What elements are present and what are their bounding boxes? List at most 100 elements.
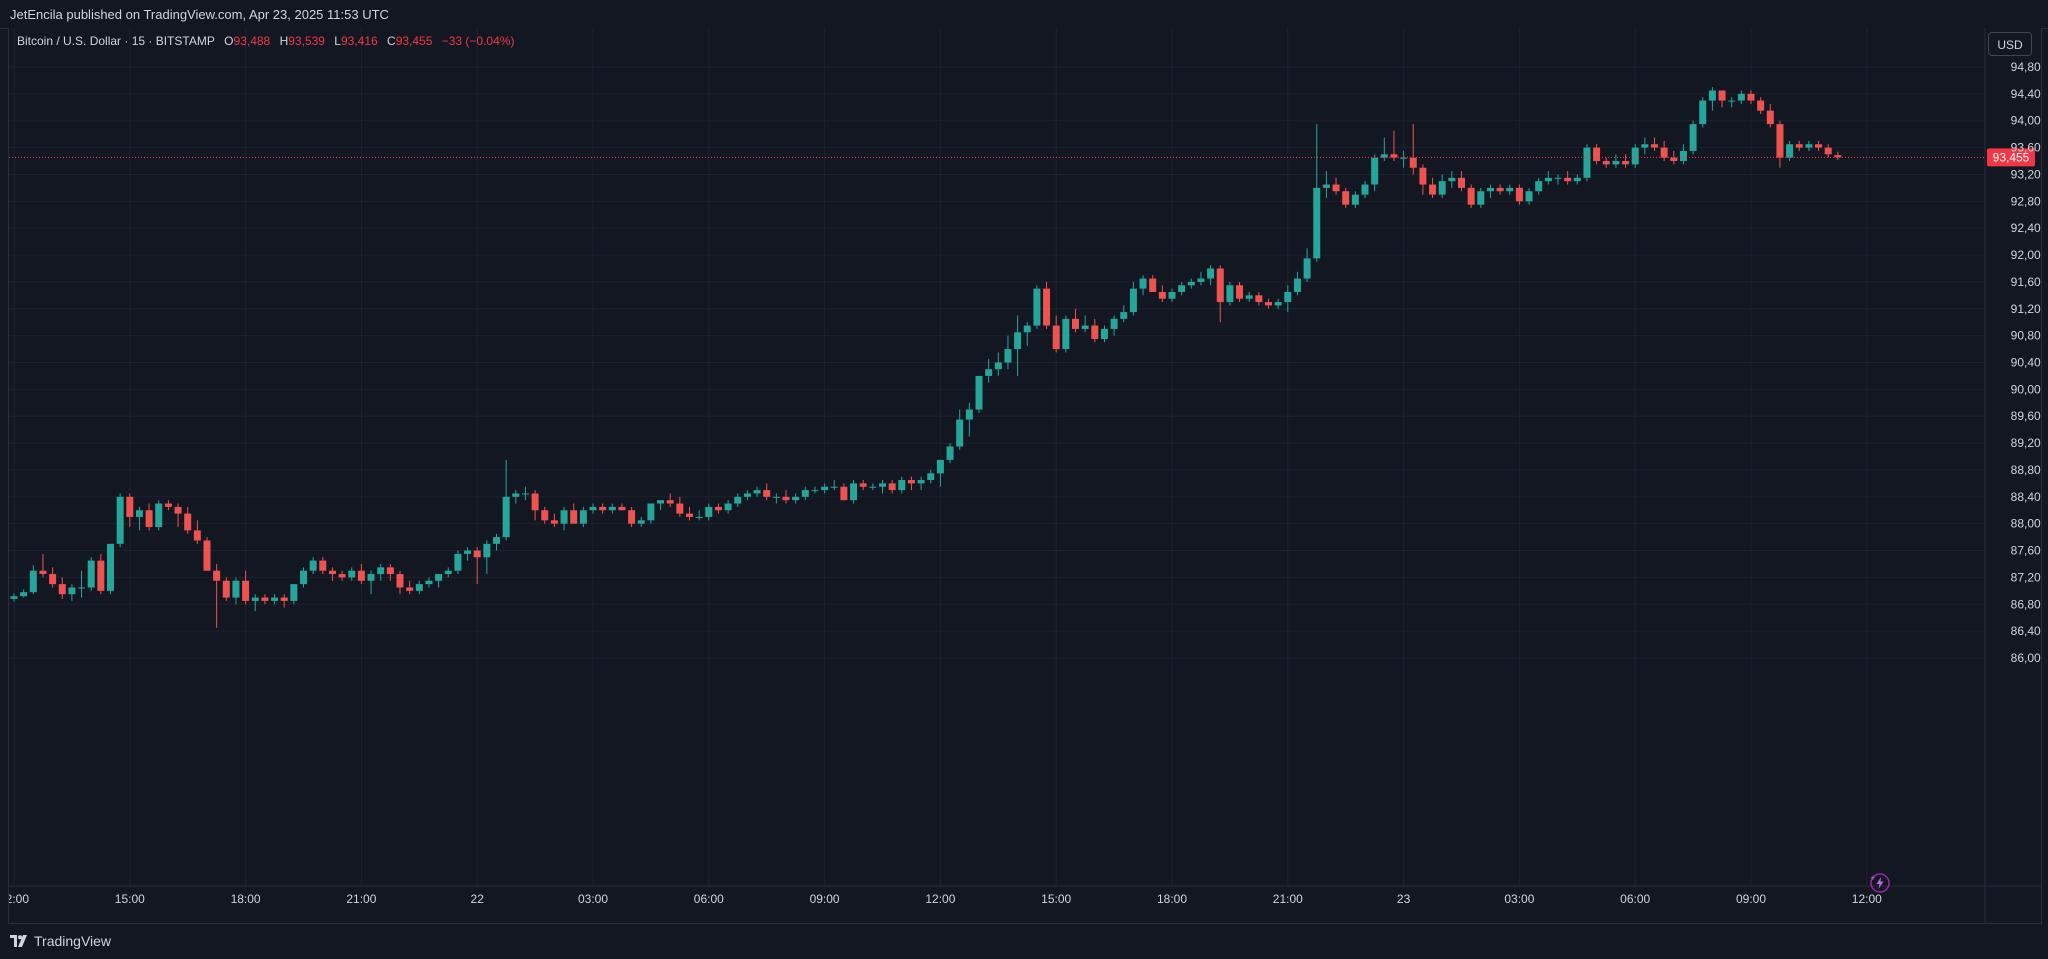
y-tick-label: 89,200 <box>2011 436 2041 450</box>
high-label: H <box>279 34 289 48</box>
candle-body <box>1670 157 1678 162</box>
candle-body <box>1737 93 1745 101</box>
y-tick-label: 89,600 <box>2011 409 2041 423</box>
candle-body <box>1216 268 1224 303</box>
candle-body <box>1795 144 1803 148</box>
tradingview-logo-icon <box>10 935 27 947</box>
candle-body <box>724 503 732 511</box>
candle-body <box>965 409 973 420</box>
candles <box>10 87 1842 628</box>
grid <box>9 28 1985 886</box>
currency-button[interactable]: USD <box>1988 32 2032 56</box>
candle-body <box>502 496 510 538</box>
candlestick-chart[interactable]: 93,455 86,000 86,400 86,800 87,200 87,600 88,… <box>9 28 2041 923</box>
candle-body <box>521 493 529 495</box>
chart-pane[interactable]: 93,455 86,000 86,400 86,800 87,200 87,600 88,… <box>8 28 2042 924</box>
candle-body <box>473 550 481 558</box>
candle-body <box>917 480 925 484</box>
candle-body <box>608 506 616 511</box>
candle-body <box>782 496 790 501</box>
candle-body <box>20 592 28 597</box>
candle-body <box>78 587 86 589</box>
tradingview-logo[interactable]: TradingView <box>10 933 111 949</box>
x-tick-label: 06:00 <box>1620 892 1650 906</box>
candle-body <box>1023 325 1031 333</box>
lightning-bolt-icon[interactable]: + <box>1869 872 1891 894</box>
time-axis[interactable]: 12:00 15:00 18:00 21:00 22 03:00 06:00 09:00 12:… <box>9 885 2041 906</box>
candle-body <box>1506 187 1514 192</box>
candle-body <box>686 513 693 517</box>
change-value: −33 (−0.04%) <box>441 34 515 48</box>
x-tick-label: 06:00 <box>694 892 724 906</box>
price-axis[interactable]: 86,000 86,400 86,800 87,200 87,600 88,000 88,4… <box>1984 28 2041 923</box>
header-bar: JetEncila published on TradingView.com, … <box>0 0 2048 29</box>
candle-body <box>763 490 771 497</box>
y-tick-label: 90,800 <box>2011 329 2041 343</box>
candle-body <box>1072 318 1079 329</box>
last-price-line: 93,455 <box>9 148 2035 167</box>
candle-body <box>454 553 462 571</box>
candle-body <box>271 597 279 601</box>
candle-body <box>1004 349 1012 363</box>
candle-body <box>1573 177 1581 182</box>
candle-body <box>1612 161 1620 165</box>
candle-body <box>213 570 221 581</box>
candle-body <box>1274 302 1282 306</box>
candle-body <box>222 580 230 598</box>
candle-body <box>850 483 858 501</box>
candle-body <box>1390 154 1398 158</box>
candle-body <box>1284 291 1292 303</box>
candle-body <box>444 570 452 575</box>
candle-body <box>1602 161 1610 165</box>
candle-body <box>1824 147 1832 155</box>
brand-name: TradingView <box>34 933 112 949</box>
candle-body <box>319 560 327 571</box>
candle-body <box>956 419 964 447</box>
candle-body <box>135 510 143 517</box>
y-tick-label: 88,000 <box>2011 517 2041 531</box>
candle-body <box>1342 191 1350 205</box>
candle-body <box>1477 191 1485 205</box>
y-tick-label: 86,400 <box>2011 624 2041 638</box>
candle-body <box>1708 90 1716 101</box>
candle-body <box>1265 302 1272 306</box>
candle-body <box>975 375 983 410</box>
candle-body <box>1149 278 1157 292</box>
candle-body <box>879 483 886 487</box>
y-tick-label: 94,800 <box>2011 60 2041 74</box>
candle-body <box>1303 258 1311 279</box>
x-tick-label: 15:00 <box>1041 892 1071 906</box>
candle-body <box>367 574 375 581</box>
candle-body <box>68 587 76 595</box>
candle-body <box>1438 181 1446 195</box>
candle-body <box>792 496 800 501</box>
candle-body <box>570 510 578 524</box>
candle-body <box>1409 157 1417 168</box>
candle-body <box>1293 278 1301 292</box>
candle-body <box>1766 110 1774 125</box>
x-tick-label: 12:00 <box>1852 892 1882 906</box>
y-tick-label: 86,800 <box>2011 597 2041 611</box>
x-tick-label: 22 <box>471 892 485 906</box>
x-tick-label: 18:00 <box>231 892 261 906</box>
candle-body <box>695 516 703 518</box>
candle-body <box>801 490 809 497</box>
x-tick-label: 03:00 <box>578 892 608 906</box>
candle-body <box>1679 150 1687 162</box>
candle-body <box>1747 93 1755 101</box>
candle-body <box>1033 288 1041 326</box>
candle-body <box>280 597 288 601</box>
y-tick-label: 94,400 <box>2011 87 2041 101</box>
candle-body <box>97 560 105 591</box>
candle-body <box>58 584 66 595</box>
candle-body <box>1651 144 1658 148</box>
candle-body <box>1245 295 1253 299</box>
x-tick-label: 21:00 <box>1273 892 1303 906</box>
candle-body <box>1699 100 1707 125</box>
candle-body <box>87 560 95 588</box>
candle-body <box>1052 325 1060 350</box>
close-value: 93,455 <box>395 34 433 48</box>
candle-body <box>396 574 404 588</box>
candle-body <box>174 506 182 514</box>
candle-body <box>39 570 47 575</box>
